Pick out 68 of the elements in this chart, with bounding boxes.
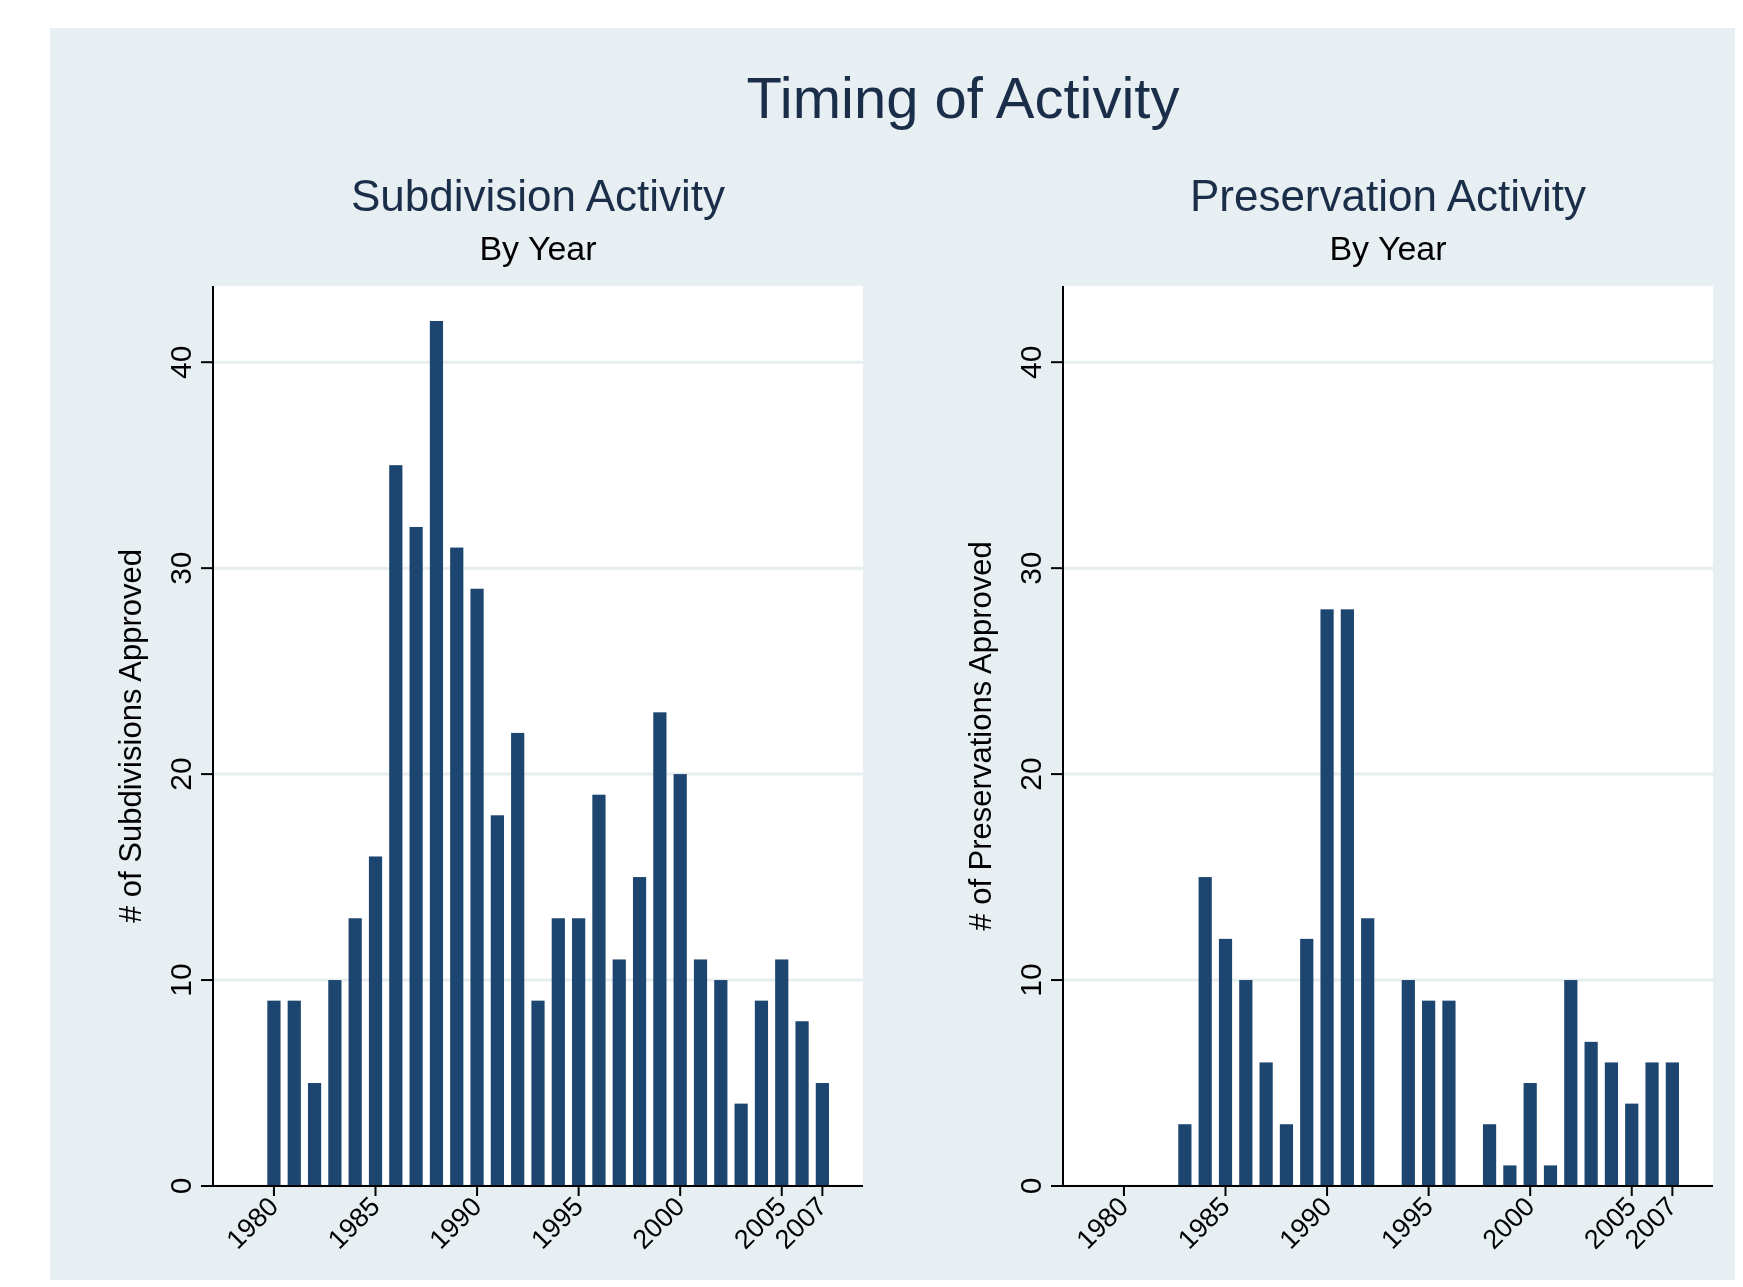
bar <box>267 1000 281 1186</box>
y-tick-label: 40 <box>1014 345 1047 379</box>
bar <box>612 959 626 1186</box>
bar <box>511 732 525 1186</box>
y-tick-label: 10 <box>164 963 197 997</box>
bar <box>551 918 565 1186</box>
bar <box>1645 1062 1659 1186</box>
bar <box>734 1103 748 1186</box>
bar <box>673 774 687 1186</box>
bar <box>1198 877 1212 1186</box>
bar <box>1259 1062 1273 1186</box>
y-tick-label: 40 <box>164 345 197 379</box>
bar <box>815 1083 829 1186</box>
bar <box>1361 918 1375 1186</box>
bar <box>1442 1000 1456 1186</box>
bar <box>1543 1165 1558 1187</box>
bar <box>490 815 504 1186</box>
y-axis-title: # of Preservations Approved <box>963 541 998 931</box>
y-tick-label: 20 <box>1014 757 1047 791</box>
bar <box>531 1000 545 1186</box>
bar <box>1482 1124 1497 1186</box>
bar <box>693 959 708 1186</box>
bar <box>389 465 403 1186</box>
bar <box>1523 1083 1537 1186</box>
bar <box>1665 1062 1679 1186</box>
bar <box>450 547 464 1186</box>
bar <box>1564 980 1578 1186</box>
bar <box>1584 1041 1598 1186</box>
bar <box>775 959 789 1186</box>
chart-subtitle: By Year <box>479 229 597 267</box>
bar <box>307 1083 322 1186</box>
bar <box>1422 1000 1436 1186</box>
bar <box>795 1021 809 1186</box>
bar <box>287 1000 301 1186</box>
bar <box>572 918 586 1186</box>
y-tick-label: 20 <box>164 757 197 791</box>
bar <box>1239 980 1253 1186</box>
bar <box>754 1000 769 1186</box>
chart-title: Subdivision Activity <box>350 171 726 220</box>
bar <box>1625 1103 1639 1186</box>
bar <box>1279 1124 1294 1186</box>
bar <box>409 526 423 1186</box>
bar <box>1218 938 1233 1186</box>
bar <box>368 856 383 1186</box>
bar <box>429 321 444 1186</box>
bar <box>1503 1165 1517 1187</box>
bar <box>1320 609 1334 1186</box>
bar <box>592 794 606 1186</box>
y-tick-label: 0 <box>164 1177 197 1195</box>
bar <box>348 918 362 1186</box>
text: Timing of Activity <box>746 65 1180 130</box>
bar <box>1401 980 1415 1186</box>
bar <box>1300 938 1314 1186</box>
bar <box>1178 1124 1192 1186</box>
bar <box>653 712 667 1186</box>
y-axis-title: # of Subdivisions Approved <box>113 549 148 923</box>
bar <box>470 588 484 1186</box>
y-tick-label: 0 <box>1014 1177 1047 1195</box>
y-tick-label: 30 <box>164 551 197 585</box>
bar <box>1604 1062 1619 1186</box>
chart-title: Preservation Activity <box>1189 171 1587 220</box>
bar <box>328 980 342 1186</box>
bar <box>714 980 728 1186</box>
y-tick-label: 10 <box>1014 963 1047 997</box>
bar <box>632 877 647 1186</box>
chart-subtitle: By Year <box>1329 229 1447 267</box>
bar <box>1340 609 1354 1186</box>
y-tick-label: 30 <box>1014 551 1047 585</box>
